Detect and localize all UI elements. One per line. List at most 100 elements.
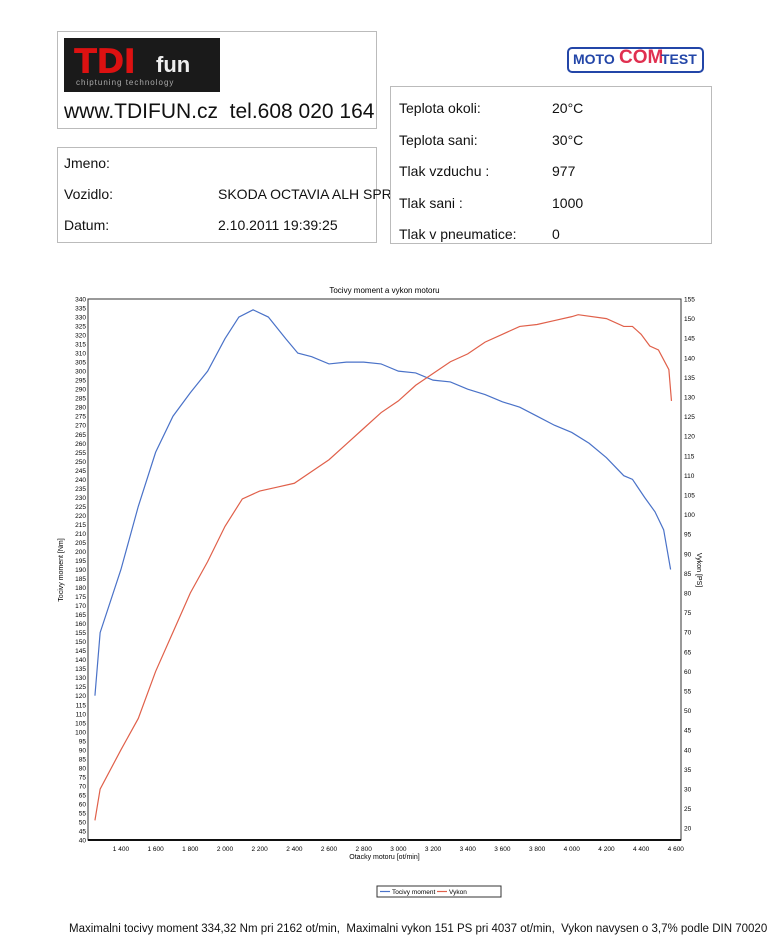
y-tick-label: 175 [75,594,86,601]
x-tick-label: 2 200 [252,846,269,853]
y-tick-label: 75 [79,774,87,781]
y-axis-label: Tocivy moment [Nm] [58,538,65,601]
y-tick-label: 265 [75,432,86,439]
y2-tick-label: 35 [684,767,692,774]
y2-axis-label: Vykon [PS] [695,553,702,587]
y2-tick-label: 140 [684,355,695,362]
condition-value: 0 [552,226,560,242]
y-tick-label: 300 [75,369,86,376]
y-tick-label: 195 [75,558,86,565]
y-tick-label: 65 [79,792,87,799]
y-tick-label: 155 [75,630,86,637]
y2-tick-label: 110 [684,473,695,480]
y-tick-label: 320 [75,333,86,340]
y-tick-label: 85 [79,756,87,763]
y2-tick-label: 25 [684,806,692,813]
y2-tick-label: 75 [684,610,692,617]
y-tick-label: 160 [75,621,86,628]
y-tick-label: 290 [75,387,86,394]
moto-text: MOTO [573,51,615,67]
y2-tick-label: 90 [684,551,692,558]
y-tick-label: 245 [75,468,86,475]
x-tick-label: 3 000 [390,846,407,853]
y2-tick-label: 155 [684,297,695,304]
y-tick-label: 185 [75,576,86,583]
y-tick-label: 305 [75,360,86,367]
logo-subtitle: chiptuning technology [76,78,175,87]
x-tick-label: 4 400 [633,846,650,853]
y-tick-label: 145 [75,648,86,655]
y-tick-label: 270 [75,423,86,430]
y2-tick-label: 85 [684,571,692,578]
y2-tick-label: 20 [684,826,692,833]
y2-tick-label: 145 [684,336,695,343]
y-tick-label: 80 [79,765,87,772]
y-tick-label: 120 [75,693,86,700]
y-tick-label: 250 [75,459,86,466]
y-tick-label: 325 [75,324,86,331]
tdifun-logo: TDI fun chiptuning technology [64,38,220,92]
y2-tick-label: 135 [684,375,695,382]
y-tick-label: 280 [75,405,86,412]
y2-tick-label: 60 [684,669,692,676]
y-tick-label: 105 [75,720,86,727]
condition-label: Teplota sani: [399,131,478,148]
legend-label: Vykon [449,889,467,896]
y-tick-label: 170 [75,603,86,610]
vozidlo-value: SKODA OCTAVIA ALH SPRIN [218,186,406,202]
y-tick-label: 135 [75,666,86,673]
y-tick-label: 210 [75,531,86,538]
y-tick-label: 190 [75,567,86,574]
y-tick-label: 340 [75,297,86,304]
y-tick-label: 60 [79,801,87,808]
x-tick-label: 1 600 [147,846,164,853]
y-tick-label: 55 [79,810,87,817]
condition-value: 30°C [552,131,584,148]
condition-value: 977 [552,163,576,179]
conditions-box [390,86,712,244]
datum-value: 2.10.2011 19:39:25 [218,217,338,233]
test-text: TEST [661,51,697,67]
x-tick-label: 3 800 [529,846,546,853]
motocomtest-logo: MOTO COM TEST [567,47,704,73]
y-tick-label: 200 [75,549,86,556]
y-tick-label: 95 [79,738,87,745]
y2-tick-label: 80 [684,591,692,598]
x-tick-label: 3 200 [425,846,442,853]
x-tick-label: 2 400 [286,846,303,853]
legend-label: Tocivy moment [392,889,436,896]
datum-label: Datum: [64,217,110,233]
x-tick-label: 3 600 [494,846,511,853]
condition-label: Tlak sani : [399,194,463,211]
condition-label: Teplota okoli: [399,100,481,116]
y2-tick-label: 30 [684,787,692,794]
x-tick-label: 4 200 [598,846,615,853]
y-tick-label: 205 [75,540,86,547]
y-tick-label: 220 [75,513,86,520]
vehicle-info-box [57,147,377,243]
x-tick-label: 2 600 [321,846,338,853]
y2-tick-label: 130 [684,395,695,402]
y2-tick-label: 55 [684,689,692,696]
y-tick-label: 240 [75,477,86,484]
condition-label: Tlak vzduchu : [399,163,490,179]
y-tick-label: 330 [75,315,86,322]
y-tick-label: 225 [75,504,86,511]
y-tick-label: 150 [75,639,86,646]
x-tick-label: 4 600 [668,846,685,853]
condition-label: Tlak v pneumatice: [399,226,517,242]
y-tick-label: 125 [75,684,86,691]
y-tick-label: 165 [75,612,86,619]
y-tick-label: 40 [79,838,87,845]
y-tick-label: 235 [75,486,86,493]
condition-value: 1000 [552,194,584,211]
y2-tick-label: 70 [684,630,692,637]
y2-tick-label: 105 [684,493,695,500]
y-tick-label: 295 [75,378,86,385]
vozidlo-label: Vozidlo: [64,186,114,202]
jmeno-label: Jmeno: [64,155,110,171]
y-tick-label: 275 [75,414,86,421]
y2-tick-label: 125 [684,414,695,421]
y2-tick-label: 120 [684,434,695,441]
